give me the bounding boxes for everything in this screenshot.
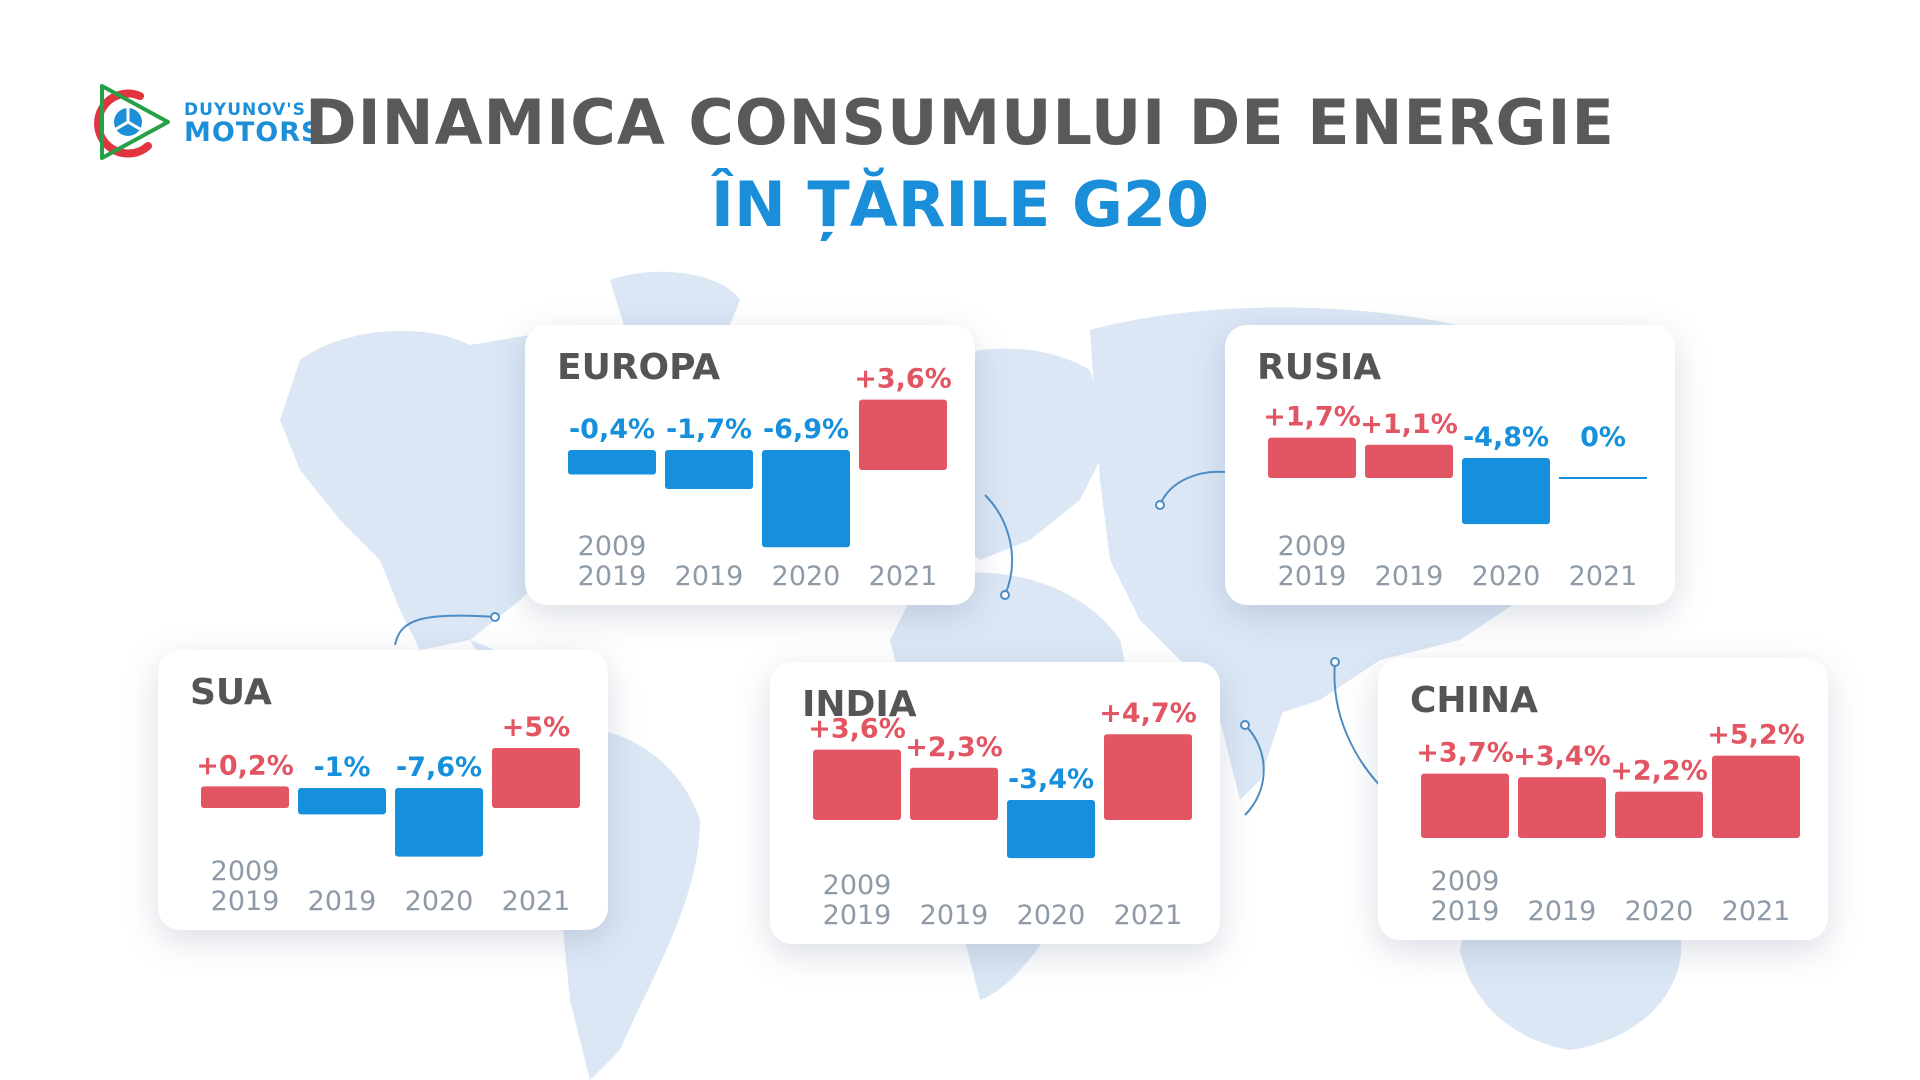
tick-label: 2020	[1472, 561, 1541, 592]
value-label: +5,2%	[1707, 720, 1805, 751]
tick-label: 2021	[1722, 896, 1791, 927]
card-title: INDIA	[802, 684, 917, 725]
logo-text-line1: DUYUNOV'S	[184, 100, 306, 120]
value-label: +2,3%	[905, 732, 1003, 763]
value-label: +0,2%	[196, 750, 294, 781]
tick-label: 2021	[869, 561, 938, 592]
tick-label: 2009	[578, 531, 647, 562]
tick-label: 2019	[675, 561, 744, 592]
bar-india-2	[1007, 800, 1095, 859]
tick-label: 2019	[1528, 896, 1597, 927]
tick-label: 2020	[1017, 900, 1086, 931]
value-label: -1,7%	[666, 414, 752, 445]
value-label: +3,4%	[1513, 741, 1611, 772]
tick-label: 2009	[211, 856, 280, 887]
value-label: +4,7%	[1099, 698, 1197, 729]
bar-europa-3	[859, 399, 947, 470]
tick-label: 2019	[1278, 561, 1347, 592]
bar-sua-3	[492, 748, 580, 808]
card-china: CHINA +3,7% 2009 2019 +3,4% 2019 +2,2% 2020 +5,…	[1378, 658, 1828, 940]
card-title: SUA	[190, 672, 272, 713]
bar-india-0	[813, 749, 901, 820]
value-label: -3,4%	[1008, 764, 1094, 795]
tick-label: 2009	[1278, 531, 1347, 562]
bar-india-3	[1104, 734, 1192, 820]
bar-rusia-0	[1268, 437, 1356, 478]
bar-rusia-2	[1462, 458, 1550, 525]
value-label: +1,7%	[1263, 402, 1361, 433]
tick-label: 2019	[1375, 561, 1444, 592]
value-label: 0%	[1580, 422, 1626, 453]
card-rusia: RUSIA +1,7% 2009 2019 +1,1% 2019 -4,8% 2020 0% 2…	[1225, 325, 1675, 605]
tick-label: 2020	[405, 886, 474, 917]
tick-label: 2019	[823, 900, 892, 931]
logo-text-line2: MOTORS	[184, 117, 322, 148]
tick-label: 2019	[308, 886, 377, 917]
bar-rusia-3	[1559, 477, 1647, 479]
bar-china-1	[1518, 777, 1606, 838]
card-title: RUSIA	[1257, 347, 1382, 388]
bar-china-0	[1421, 773, 1509, 838]
tick-label: 2019	[578, 561, 647, 592]
tick-label: 2019	[1431, 896, 1500, 927]
tick-label: 2021	[502, 886, 571, 917]
tick-label: 2019	[920, 900, 989, 931]
card-sua: SUA +0,2% 2009 2019 -1% 2019 -7,6% 2020 +5% 2021	[158, 650, 608, 930]
logo-emblem-icon	[94, 84, 170, 160]
value-label: +2,2%	[1610, 756, 1708, 787]
tick-label: 2009	[823, 870, 892, 901]
value-label: -6,9%	[763, 414, 849, 445]
tick-label: 2021	[1569, 561, 1638, 592]
card-europa: EUROPA -0,4% 2009 2019 -1,7% 2019 -6,9% 2020 +3…	[525, 325, 975, 605]
bar-rusia-1	[1365, 444, 1453, 478]
card-title: EUROPA	[557, 347, 721, 388]
bar-sua-0	[201, 786, 289, 808]
company-logo: DUYUNOV'S MOTORS	[88, 80, 328, 170]
value-label: -7,6%	[396, 752, 482, 783]
tick-label: 2019	[211, 886, 280, 917]
bar-sua-2	[395, 788, 483, 857]
page-subtitle: ÎN ȚĂRILE G20	[710, 168, 1210, 241]
bar-china-3	[1712, 755, 1800, 838]
tick-label: 2020	[772, 561, 841, 592]
tick-label: 2020	[1625, 896, 1694, 927]
card-title: CHINA	[1410, 680, 1538, 721]
value-label: +3,7%	[1416, 738, 1514, 769]
card-india: INDIA +3,6% 2009 2019 +2,3% 2019 -3,4% 2020 +4,…	[770, 662, 1220, 944]
bar-sua-1	[298, 788, 386, 815]
value-label: -4,8%	[1463, 422, 1549, 453]
bar-china-2	[1615, 791, 1703, 838]
bar-europa-1	[665, 450, 753, 490]
bar-europa-0	[568, 450, 656, 475]
value-label: +3,6%	[854, 364, 952, 395]
value-label: +3,6%	[808, 714, 906, 745]
value-label: -1%	[313, 752, 370, 783]
value-label: +1,1%	[1360, 409, 1458, 440]
value-label: +5%	[502, 712, 570, 743]
bar-india-1	[910, 767, 998, 820]
page-title: DINAMICA CONSUMULUI DE ENERGIE	[305, 86, 1615, 159]
tick-label: 2009	[1431, 866, 1500, 897]
value-label: -0,4%	[569, 414, 655, 445]
tick-label: 2021	[1114, 900, 1183, 931]
bar-europa-2	[762, 450, 850, 548]
